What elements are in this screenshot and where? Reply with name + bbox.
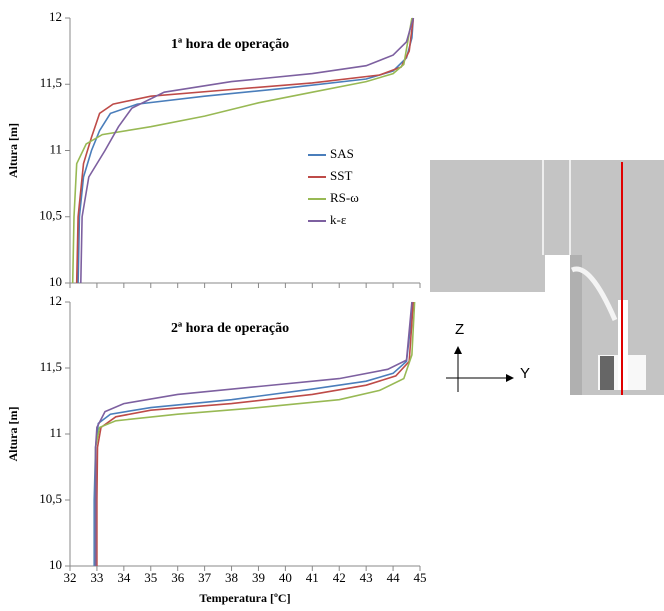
pipe	[570, 255, 582, 395]
x-tick-label: 44	[387, 570, 401, 585]
legend-label: SAS	[330, 146, 354, 161]
x-tick-label: 36	[171, 570, 185, 585]
legend-label: SST	[330, 168, 352, 183]
y-axis-title: Altura [m]	[6, 407, 20, 462]
x-tick-label: 34	[117, 570, 131, 585]
x-tick-label: 41	[306, 570, 319, 585]
z-arrowhead	[454, 346, 462, 354]
x-tick-label: 35	[144, 570, 157, 585]
series-line	[96, 302, 412, 566]
x-tick-label: 42	[333, 570, 346, 585]
y-axis-title: Altura [m]	[6, 123, 20, 178]
legend-label: RS-ω	[330, 190, 359, 205]
y-tick-label: 12	[49, 9, 62, 24]
y-tick-label: 12	[49, 293, 62, 308]
x-tick-label: 40	[279, 570, 292, 585]
series-line	[81, 18, 414, 283]
z-axis-label: Z	[455, 321, 464, 338]
inlet	[600, 356, 614, 390]
y-tick-label: 10,5	[39, 491, 62, 506]
series-line	[94, 302, 413, 566]
figure: Z Y 10 10,5 11 11,5 12 1ª hora de operação Alt…	[0, 0, 664, 611]
x-tick-label: 43	[360, 570, 373, 585]
series-line	[77, 18, 414, 283]
x-tick-label: 32	[64, 570, 77, 585]
legend-label: k-ε	[330, 212, 347, 227]
y-tick-label: 11	[49, 425, 62, 440]
y-tick-label: 11	[49, 141, 62, 156]
x-tick-label: 37	[198, 570, 212, 585]
y-tick-label: 11,5	[40, 359, 62, 374]
x-tick-label: 33	[90, 570, 103, 585]
x-axis-title: Temperatura [ºC]	[199, 591, 290, 605]
series-line	[78, 18, 413, 283]
y-tick-label: 10,5	[39, 208, 62, 223]
series-line	[96, 302, 415, 566]
chart-title: 1ª hora de operação	[171, 37, 289, 52]
cfd-diagram: Z Y	[430, 160, 664, 395]
y-tick-label: 10	[49, 557, 62, 572]
chart-title: 2ª hora de operação	[171, 321, 289, 336]
domain-top	[430, 160, 664, 255]
x-tick-label: 45	[414, 570, 427, 585]
series-line	[73, 18, 412, 283]
x-tick-label: 39	[252, 570, 265, 585]
y-arrowhead	[506, 374, 514, 382]
series-line	[97, 302, 413, 566]
y-tick-label: 10	[49, 274, 62, 289]
y-axis-label: Y	[520, 365, 530, 382]
y-tick-label: 11,5	[40, 75, 62, 90]
x-tick-label: 38	[225, 570, 238, 585]
domain-left	[430, 255, 545, 292]
